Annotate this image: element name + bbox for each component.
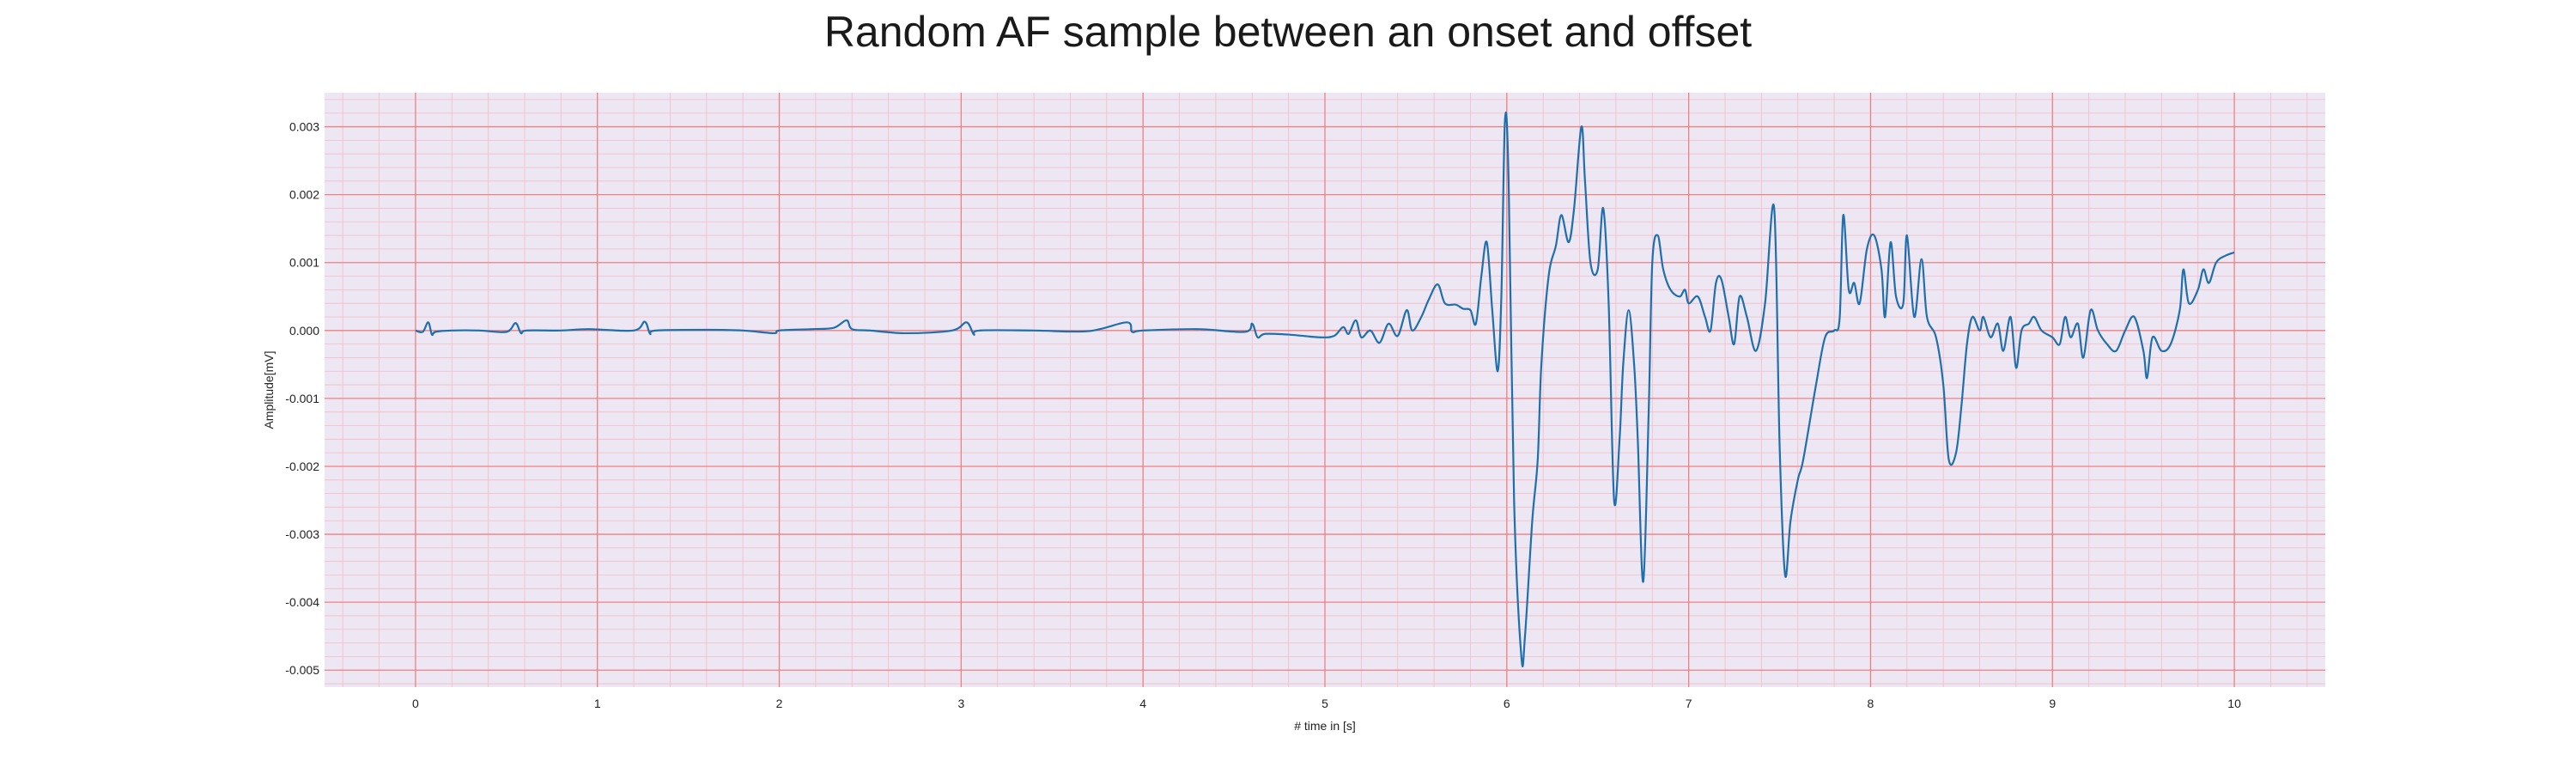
x-tick-label: 6 <box>1504 697 1510 710</box>
y-tick-label: 0.000 <box>289 324 319 338</box>
series-layer <box>415 111 2235 667</box>
y-tick-label: 0.002 <box>289 188 319 202</box>
series-line <box>415 111 2235 667</box>
x-axis-label: # time in [s] <box>1294 719 1356 733</box>
x-tick-label: 5 <box>1321 697 1328 710</box>
y-tick-label: 0.003 <box>289 120 319 134</box>
x-tick-label: 4 <box>1139 697 1146 710</box>
y-tick-label: -0.002 <box>285 460 319 473</box>
x-tick-label: 8 <box>1868 697 1874 710</box>
y-axis-label: Amplitude[mV] <box>262 350 276 429</box>
x-tick-label: 7 <box>1686 697 1692 710</box>
y-tick-label: -0.003 <box>285 527 319 541</box>
x-tick-label: 1 <box>594 697 601 710</box>
y-tick-label: -0.004 <box>285 595 319 609</box>
x-tick-labels: 0 1 2 3 4 5 6 7 8 9 10 <box>412 697 2241 710</box>
x-tick-label: 10 <box>2227 697 2241 710</box>
x-tick-label: 2 <box>776 697 783 710</box>
y-tick-label: 0.001 <box>289 256 319 270</box>
x-tick-label: 9 <box>2049 697 2056 710</box>
y-tick-label: -0.005 <box>285 663 319 677</box>
chart-title: Random AF sample between an onset and of… <box>823 8 1753 56</box>
x-tick-label: 3 <box>957 697 964 710</box>
x-tick-label: 0 <box>412 697 419 710</box>
y-tick-label: -0.001 <box>285 392 319 405</box>
y-tick-labels: 0.003 0.002 0.001 0.000 -0.001 -0.002 -0.003 -0… <box>285 120 319 678</box>
